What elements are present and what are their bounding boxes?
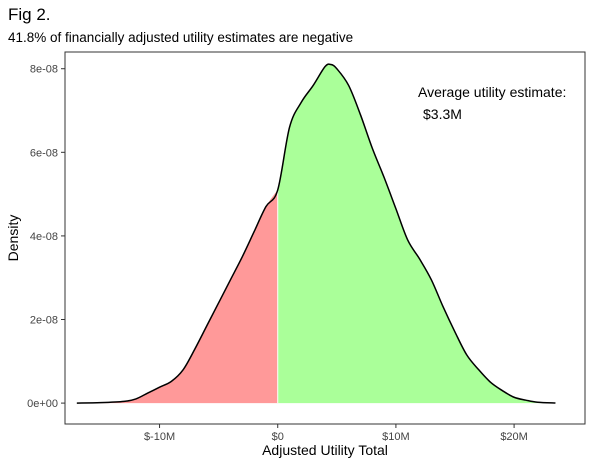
- annotation-line-2: $3.3M: [423, 106, 462, 122]
- plot-panel-border: [64, 51, 586, 425]
- figure-subtitle: 41.8% of financially adjusted utility es…: [8, 30, 354, 45]
- y-axis-title: Density: [5, 215, 21, 262]
- x-tick-label: $10M: [382, 431, 410, 443]
- x-tick-label: $20M: [500, 431, 528, 443]
- y-tick-label: 8e-08: [30, 64, 58, 76]
- negative-area: [76, 189, 278, 404]
- y-tick-label: 6e-08: [30, 147, 58, 159]
- y-axis-ticks: 0e+00 2e-08 4e-08 6e-08 8e-08: [27, 64, 65, 410]
- y-tick-label: 4e-08: [30, 231, 58, 243]
- x-axis-ticks: $-10M $0 $10M $20M: [144, 424, 528, 443]
- x-tick-label: $0: [272, 431, 284, 443]
- y-tick-label: 0e+00: [27, 398, 58, 410]
- density-curve: [76, 63, 556, 404]
- x-axis-title: Adjusted Utility Total: [262, 442, 388, 458]
- positive-area: [277, 64, 556, 404]
- x-tick-label: $-10M: [144, 431, 175, 443]
- figure-title: Fig 2.: [8, 5, 51, 24]
- annotation-line-1: Average utility estimate:: [418, 84, 566, 100]
- y-tick-label: 2e-08: [30, 315, 58, 327]
